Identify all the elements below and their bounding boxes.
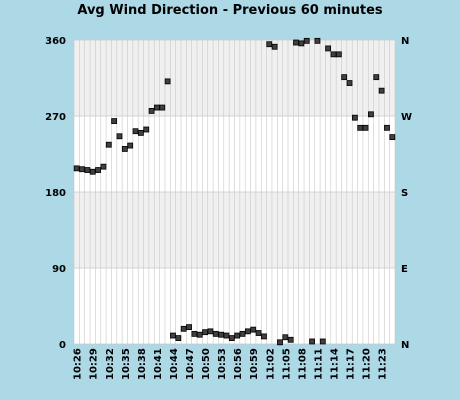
data-point — [277, 339, 283, 346]
x-tick-label: 11:02 — [265, 348, 276, 380]
data-point — [389, 134, 396, 141]
data-point — [346, 80, 353, 86]
data-point — [202, 329, 208, 336]
data-point — [191, 330, 198, 337]
data-point — [180, 325, 187, 332]
data-point — [341, 74, 348, 81]
data-point — [127, 142, 134, 149]
y-tick-label: 360 — [45, 36, 66, 47]
data-point — [298, 40, 305, 47]
data-point — [84, 167, 91, 173]
x-tick-label: 10:29 — [89, 348, 100, 380]
data-point — [368, 111, 374, 118]
data-point — [244, 328, 251, 335]
y-tick-label: 90 — [52, 264, 66, 275]
data-point — [282, 334, 289, 341]
x-tick-label: 10:38 — [137, 348, 148, 380]
y-tick-label: 0 — [59, 340, 66, 351]
x-tick-label: 11:20 — [362, 348, 373, 380]
data-point — [111, 118, 118, 124]
data-point — [335, 51, 342, 58]
x-tick-label: 11:11 — [313, 348, 324, 380]
compass-tick-label: N — [401, 36, 409, 47]
data-point — [196, 331, 203, 338]
data-point — [143, 126, 150, 133]
data-point — [378, 87, 385, 94]
grid-lines — [73, 39, 396, 345]
data-point — [170, 332, 176, 339]
data-point — [309, 338, 315, 345]
data-point — [79, 166, 85, 173]
data-point — [314, 37, 321, 44]
data-point — [164, 78, 171, 85]
data-point — [218, 331, 225, 338]
data-point — [159, 104, 166, 111]
x-tick-label: 10:59 — [249, 348, 260, 380]
y-tick-label: 270 — [45, 112, 66, 123]
compass-axis-ticks: N W S E N — [401, 36, 412, 351]
compass-tick-label: W — [401, 112, 412, 123]
data-point — [266, 41, 273, 48]
y-tick-label: 180 — [45, 188, 66, 199]
data-point — [330, 51, 337, 58]
x-tick-label: 10:56 — [233, 348, 244, 380]
data-point — [212, 330, 219, 337]
data-point — [148, 108, 155, 114]
data-point — [137, 129, 144, 136]
data-point — [116, 133, 123, 140]
data-point — [207, 328, 214, 335]
data-point — [325, 45, 332, 52]
data-point — [261, 333, 267, 340]
data-point — [175, 335, 182, 341]
x-tick-label: 10:26 — [73, 348, 84, 380]
data-point — [303, 37, 310, 44]
compass-tick-label: S — [401, 188, 408, 199]
compass-tick-label: E — [401, 264, 408, 275]
y-axis-ticks: 0 90 180 270 360 — [45, 36, 66, 351]
x-tick-label: 10:32 — [105, 348, 116, 380]
data-point — [100, 163, 107, 170]
x-tick-label: 11:23 — [378, 348, 389, 380]
x-tick-label: 11:05 — [281, 348, 292, 380]
x-tick-label: 10:53 — [217, 348, 228, 380]
data-point — [255, 330, 262, 336]
data-point — [228, 335, 235, 341]
data-point — [351, 114, 358, 121]
data-point — [234, 332, 241, 339]
data-point — [287, 336, 294, 343]
x-axis-ticks: 10:26 10:29 10:32 10:35 10:38 10:41 10:44 10:47… — [73, 348, 389, 380]
data-point — [384, 124, 390, 131]
data-point — [271, 43, 278, 50]
data-point — [186, 324, 192, 331]
data-point — [154, 104, 160, 111]
chart-title: Avg Wind Direction - Previous 60 minutes — [77, 3, 383, 18]
x-tick-label: 11:17 — [346, 348, 357, 380]
x-tick-label: 10:35 — [121, 348, 132, 380]
x-tick-label: 10:47 — [185, 348, 196, 380]
data-point — [362, 124, 369, 131]
data-point — [357, 124, 364, 131]
x-tick-label: 11:08 — [297, 348, 308, 380]
data-point — [89, 168, 96, 175]
data-point — [121, 146, 128, 152]
x-tick-label: 11:14 — [329, 348, 340, 380]
data-point — [239, 330, 246, 337]
data-point — [250, 326, 257, 333]
x-tick-label: 10:44 — [169, 348, 180, 380]
x-tick-label: 10:41 — [153, 348, 164, 380]
data-point — [223, 332, 230, 339]
data-point — [132, 128, 139, 135]
data-point — [95, 167, 101, 173]
x-tick-label: 10:50 — [201, 348, 212, 380]
compass-tick-label: N — [401, 340, 409, 351]
data-point — [73, 165, 80, 172]
data-point — [293, 39, 299, 46]
data-point — [319, 338, 326, 345]
data-points — [73, 37, 396, 346]
data-point — [373, 74, 380, 81]
data-point — [105, 141, 112, 148]
